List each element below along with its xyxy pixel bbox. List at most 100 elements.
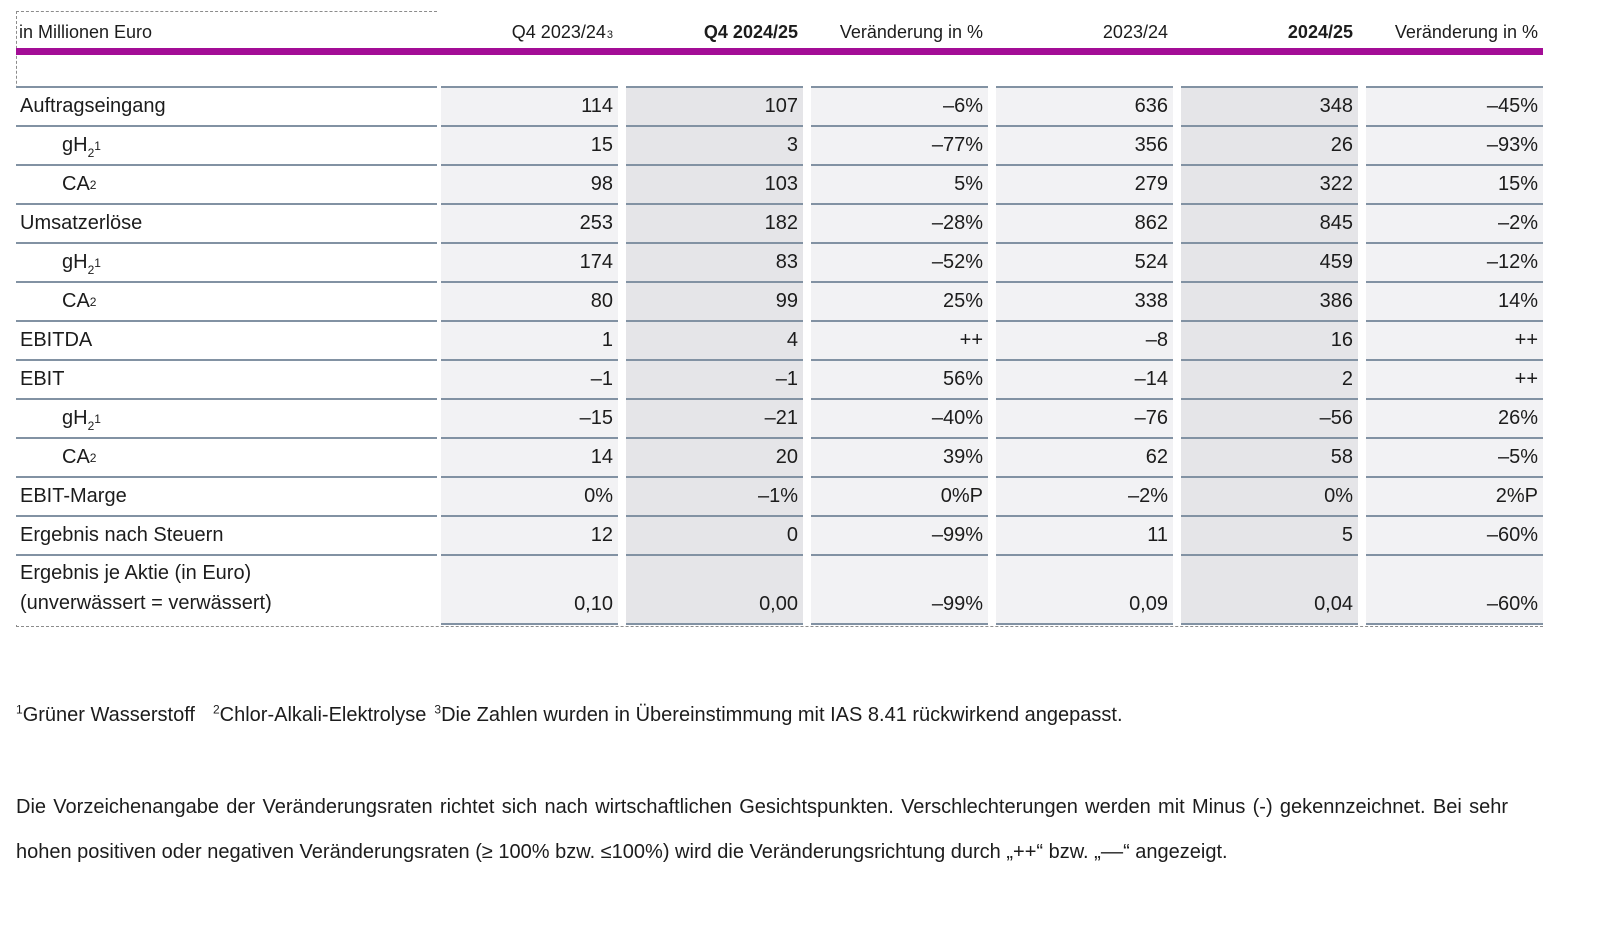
table-cell: 58: [1181, 437, 1358, 476]
table-cell: 114: [441, 86, 618, 125]
column-gap: [1173, 125, 1181, 164]
column-gap: [988, 554, 996, 625]
table-cell: –6%: [811, 86, 988, 125]
column-gap: [1173, 554, 1181, 625]
column-gap: [618, 11, 626, 48]
row-label: Umsatzerlöse: [16, 203, 437, 242]
table-cell: –15: [441, 398, 618, 437]
column-gap: [618, 125, 626, 164]
row-label: Ergebnis nach Steuern: [16, 515, 437, 554]
column-gap: [1358, 398, 1366, 437]
table-cell: 253: [441, 203, 618, 242]
column-gap: [1173, 203, 1181, 242]
table-cell: 386: [1181, 281, 1358, 320]
table-cell: 845: [1181, 203, 1358, 242]
table-cell: –14: [996, 359, 1173, 398]
table-cell: ++: [811, 320, 988, 359]
table-cell: 26%: [1366, 398, 1543, 437]
column-gap: [988, 203, 996, 242]
footnote: 1Grüner Wasserstoff: [16, 702, 195, 726]
table-cell: 0,04: [1181, 554, 1358, 625]
row-label: CA 2: [16, 437, 437, 476]
column-gap: [1358, 515, 1366, 554]
column-gap: [803, 125, 811, 164]
table-cell: –12%: [1366, 242, 1543, 281]
column-gap: [803, 203, 811, 242]
table-cell: ++: [1366, 359, 1543, 398]
column-gap: [1358, 11, 1366, 48]
column-gap: [1358, 359, 1366, 398]
column-gap: [803, 359, 811, 398]
column-gap: [1173, 437, 1181, 476]
table-cell: 174: [441, 242, 618, 281]
table-cell: 338: [996, 281, 1173, 320]
column-gap: [1358, 164, 1366, 203]
table-cell: 62: [996, 437, 1173, 476]
row-label: CA 2: [16, 281, 437, 320]
accent-divider: [16, 48, 1543, 55]
table-cell: 5%: [811, 164, 988, 203]
table-cell: 0,10: [441, 554, 618, 625]
dashed-border-bottom: [16, 626, 1543, 627]
column-gap: [618, 476, 626, 515]
row-label: Ergebnis je Aktie (in Euro) (unverwässert…: [16, 554, 437, 625]
column-header: Q4 2023/24 3: [511, 22, 613, 42]
column-gap: [803, 554, 811, 625]
column-gap: [1173, 320, 1181, 359]
row-label: gH 2 1: [16, 242, 437, 281]
table-cell: 459: [1181, 242, 1358, 281]
table-cell: 636: [996, 86, 1173, 125]
table-cell: 14: [441, 437, 618, 476]
table-cell: 322: [1181, 164, 1358, 203]
row-label: CA 2: [16, 164, 437, 203]
column-gap: [988, 515, 996, 554]
table-cell: 2%P: [1366, 476, 1543, 515]
table-cell: ++: [1366, 320, 1543, 359]
column-gap: [1173, 281, 1181, 320]
table-cell: –60%: [1366, 515, 1543, 554]
change-rate-note: Die Vorzeichenangabe der Veränderungsrat…: [16, 796, 1508, 863]
column-gap: [988, 359, 996, 398]
table-cell: –77%: [811, 125, 988, 164]
table-cell: 0,09: [996, 554, 1173, 625]
table-cell: 14%: [1366, 281, 1543, 320]
table-cell: 107: [626, 86, 803, 125]
table-cell: 99: [626, 281, 803, 320]
table-cell: 3: [626, 125, 803, 164]
table-cell: –1: [441, 359, 618, 398]
column-header: Veränderung in %: [1394, 22, 1538, 42]
table-area: in Millionen Euro Q4 2023/24 3 Q4 2024/25 Ve…: [16, 11, 1545, 627]
table-cell: 15%: [1366, 164, 1543, 203]
table-cell: 0,00: [626, 554, 803, 625]
column-gap: [618, 242, 626, 281]
column-gap: [618, 437, 626, 476]
table-cell: –99%: [811, 554, 988, 625]
table-cell: –28%: [811, 203, 988, 242]
table-cell: 356: [996, 125, 1173, 164]
column-gap: [988, 125, 996, 164]
table-cell: 2: [1181, 359, 1358, 398]
footnotes: 1Grüner Wasserstoff 2Chlor-Alkali-Elektro…: [16, 703, 1131, 727]
column-gap: [1173, 476, 1181, 515]
table-cell: –1: [626, 359, 803, 398]
table-cell: 279: [996, 164, 1173, 203]
column-gap: [803, 164, 811, 203]
column-gap: [1358, 203, 1366, 242]
table-cell: 39%: [811, 437, 988, 476]
table-cell: –56: [1181, 398, 1358, 437]
table-cell: 26: [1181, 125, 1358, 164]
column-gap: [988, 11, 996, 48]
header-spacer: [16, 55, 1543, 86]
column-gap: [1173, 164, 1181, 203]
table-cell: 524: [996, 242, 1173, 281]
table-cell: 4: [626, 320, 803, 359]
column-header: 2023/24: [1102, 22, 1168, 42]
column-gap: [988, 164, 996, 203]
column-gap: [803, 398, 811, 437]
column-gap: [803, 515, 811, 554]
table-cell: –2%: [996, 476, 1173, 515]
column-gap: [618, 281, 626, 320]
table-cell: 5: [1181, 515, 1358, 554]
table-cell: 1: [441, 320, 618, 359]
